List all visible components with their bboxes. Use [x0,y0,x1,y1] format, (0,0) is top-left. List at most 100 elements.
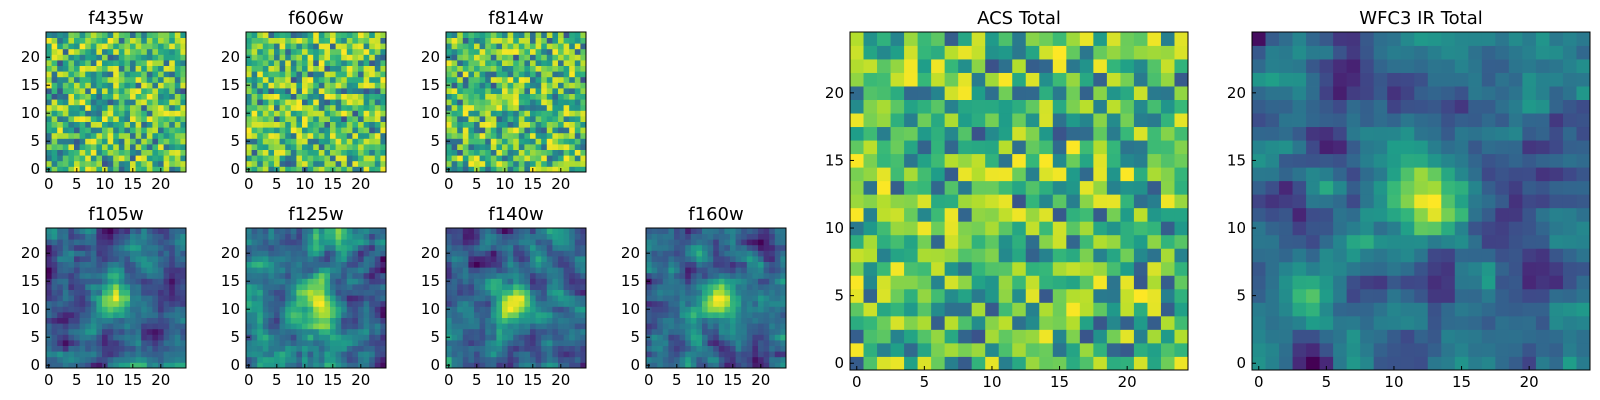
heatmap-cell [496,110,503,117]
heatmap-cell [307,256,314,262]
heatmap-cell [679,250,686,257]
heatmap-cell [141,149,148,156]
heatmap-cell [74,306,80,313]
heatmap-cell [118,306,125,313]
heatmap-cell [57,110,64,117]
heatmap-cell [1025,329,1040,344]
heatmap-cell [124,250,131,257]
heatmap-cell [318,284,325,290]
heatmap-cell [290,261,297,268]
heatmap-cell [758,250,764,257]
heatmap-cell [724,267,731,274]
heatmap-cell [451,323,458,330]
heatmap-cell [535,228,542,234]
heatmap-cell [646,289,652,296]
heatmap-cell [1120,126,1135,141]
heatmap-cell [257,345,264,352]
axes-frame [245,227,387,369]
heatmap-cell [257,323,264,330]
heatmap-cell [174,272,181,279]
heatmap-cell [251,116,258,122]
heatmap-cell [96,250,103,257]
heatmap-cell [141,43,148,50]
heatmap-cell [563,250,570,257]
heatmap-cell [702,228,708,234]
heatmap-cell [917,221,932,236]
heatmap-cell [124,110,131,117]
heatmap-cell [369,267,376,274]
heatmap-cell [74,43,80,50]
heatmap-cell [96,261,103,268]
heatmap-cell [552,149,559,156]
heatmap-cell [496,284,503,290]
heatmap-cell [163,65,170,72]
heatmap-cell [85,160,92,167]
heatmap-cell [163,71,170,78]
heatmap-cell [135,65,142,72]
heatmap-cell [74,284,80,290]
heatmap-cell [135,110,142,117]
heatmap-cell [251,127,258,134]
heatmap-cell [552,300,559,307]
heatmap-cell [507,312,514,318]
heatmap-cell [502,48,508,55]
heatmap-cell [290,272,297,279]
heatmap-cell [541,99,548,106]
heatmap-cell [274,250,280,257]
heatmap-cell [374,306,381,313]
heatmap-cell [552,144,559,150]
heatmap-cell [352,110,359,117]
heatmap-cell [574,345,581,352]
heatmap-cell [574,138,581,145]
heatmap-cell [130,160,136,167]
heatmap-cell [257,65,264,72]
heatmap-cell [1160,207,1175,222]
heatmap-cell [890,329,905,344]
heatmap-cell [257,334,264,341]
heatmap-cell [380,160,387,167]
heatmap-cell [485,228,492,234]
heatmap-cell [163,99,170,106]
heatmap-cell [696,340,703,346]
heatmap-cell [730,289,736,296]
heatmap-cell [574,261,581,268]
heatmap-cell [57,239,64,246]
heatmap-cell [251,149,258,156]
heatmap-cell [563,300,570,307]
heatmap-cell [985,234,1000,249]
heatmap-cell [479,356,486,363]
heatmap-cell [146,121,153,128]
heatmap-cell [558,233,564,240]
heatmap-cell [90,278,97,285]
heatmap-cell [141,37,148,44]
heatmap-cell [752,340,759,346]
heatmap-cell [124,65,131,72]
heatmap-cell [290,278,297,285]
heatmap-cell [57,65,64,72]
heatmap-cell [90,138,97,145]
heatmap-cell [313,65,320,72]
heatmap-cell [1147,207,1162,222]
heatmap-cell [380,132,387,139]
heatmap-cell [707,228,714,234]
heatmap-cell [79,244,86,251]
heatmap-cell [268,104,275,111]
heatmap-cell [79,356,86,363]
heatmap-cell [890,167,905,182]
heatmap-cell [580,93,587,100]
heatmap-cell [541,306,548,313]
heatmap-cell [246,60,252,66]
heatmap-cell [558,155,564,162]
heatmap-cell [62,362,69,369]
heatmap-cell [374,362,381,369]
heatmap-cell [998,234,1013,249]
heatmap-cell [262,250,269,257]
heatmap-cell [51,244,58,251]
heatmap-cell [713,312,720,318]
heatmap-cell [257,362,264,369]
heatmap-cell [651,250,658,257]
heatmap-cell [262,267,269,274]
heatmap-cell [674,289,680,296]
heatmap-cell [262,149,269,156]
heatmap-cell [79,110,86,117]
